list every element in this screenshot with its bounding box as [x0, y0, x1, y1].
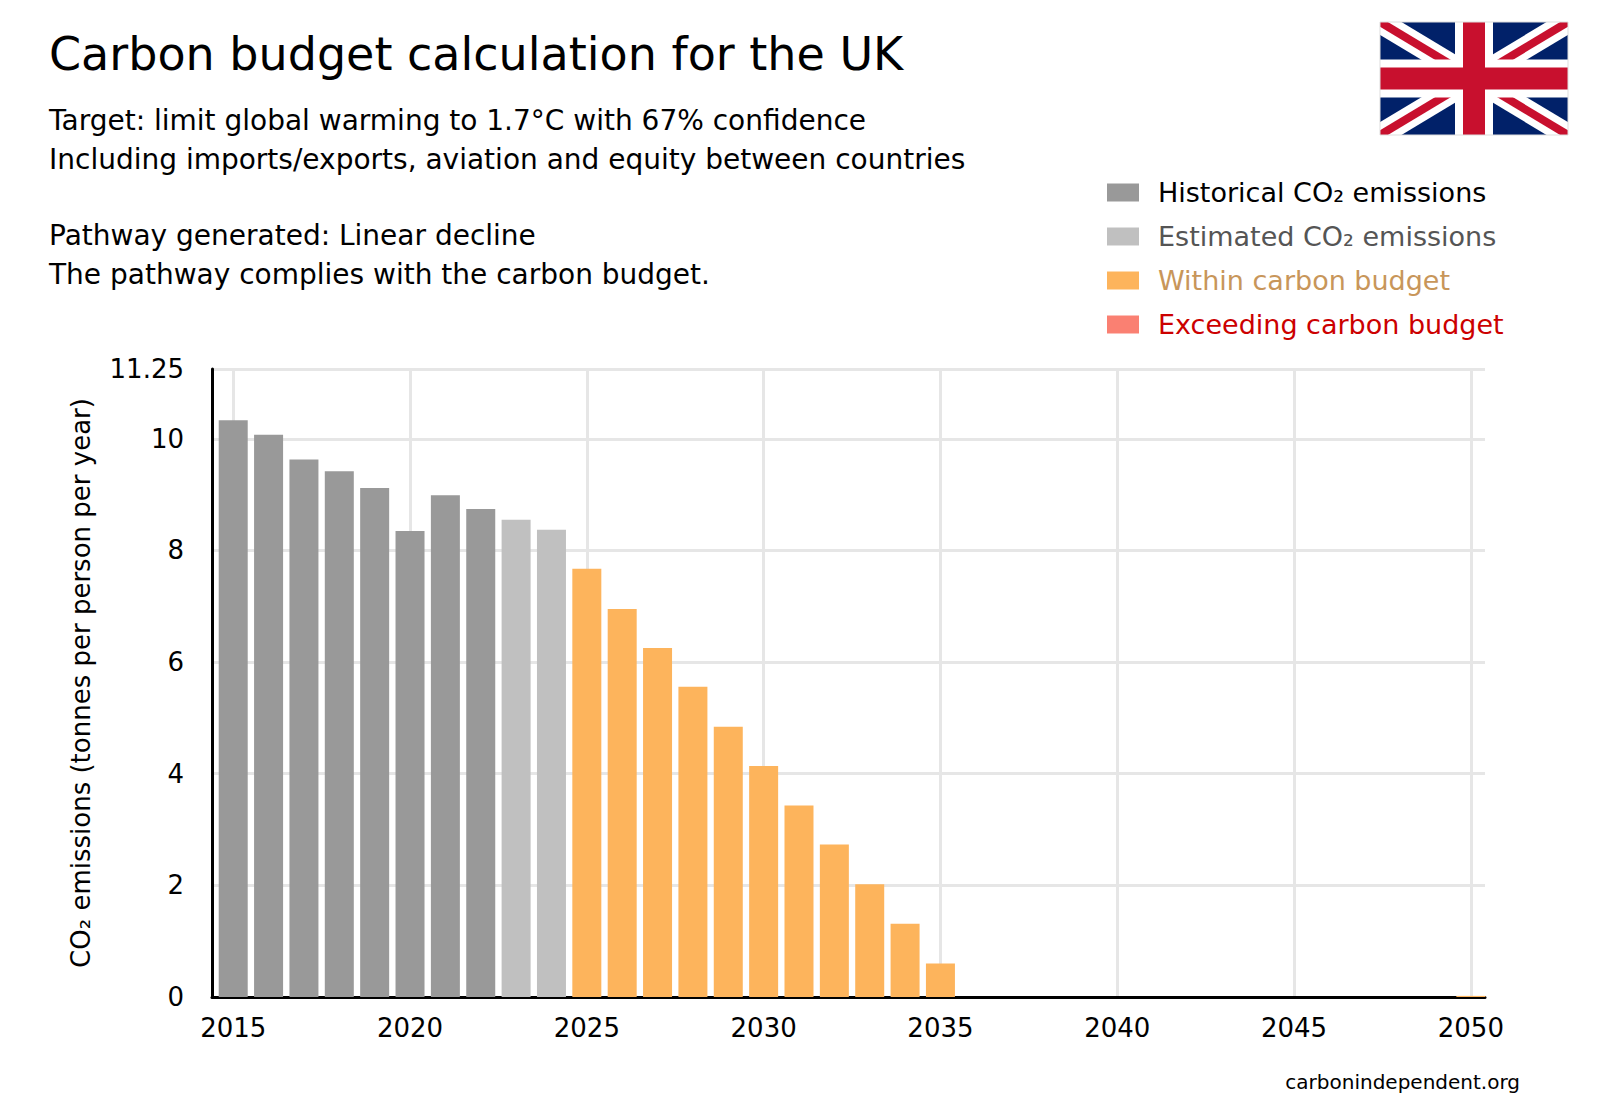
svg-text:Target: limit global warming t: Target: limit global warming to 1.7°C wi…	[48, 104, 866, 137]
svg-text:2015: 2015	[200, 1013, 266, 1043]
svg-text:10: 10	[151, 424, 184, 454]
svg-text:CO₂ emissions (tonnes per pers: CO₂ emissions (tonnes per person per yea…	[66, 398, 96, 968]
svg-text:Including imports/exports, avi: Including imports/exports, aviation and …	[49, 143, 965, 176]
svg-text:2025: 2025	[554, 1013, 620, 1043]
svg-text:4: 4	[167, 759, 184, 789]
svg-text:2040: 2040	[1084, 1013, 1150, 1043]
svg-text:2050: 2050	[1438, 1013, 1504, 1043]
svg-text:2030: 2030	[731, 1013, 797, 1043]
svg-text:Pathway generated: Linear decl: Pathway generated: Linear decline	[49, 219, 536, 252]
svg-text:Estimated CO₂ emissions: Estimated CO₂ emissions	[1158, 221, 1496, 252]
svg-text:The pathway complies with the: The pathway complies with the carbon bud…	[48, 258, 710, 291]
svg-text:2035: 2035	[907, 1013, 973, 1043]
svg-text:Historical CO₂ emissions: Historical CO₂ emissions	[1158, 177, 1486, 208]
svg-text:6: 6	[167, 647, 184, 677]
svg-text:2045: 2045	[1261, 1013, 1327, 1043]
svg-text:0: 0	[167, 982, 184, 1012]
svg-text:2: 2	[167, 870, 184, 900]
svg-text:2020: 2020	[377, 1013, 443, 1043]
svg-text:Carbon budget calculation for: Carbon budget calculation for the UK	[49, 27, 905, 81]
svg-text:Within carbon budget: Within carbon budget	[1158, 265, 1450, 296]
svg-text:carbonindependent.org: carbonindependent.org	[1285, 1070, 1520, 1094]
svg-text:8: 8	[167, 535, 184, 565]
svg-text:11.25: 11.25	[110, 354, 184, 384]
svg-text:Exceeding carbon budget: Exceeding carbon budget	[1158, 309, 1504, 340]
